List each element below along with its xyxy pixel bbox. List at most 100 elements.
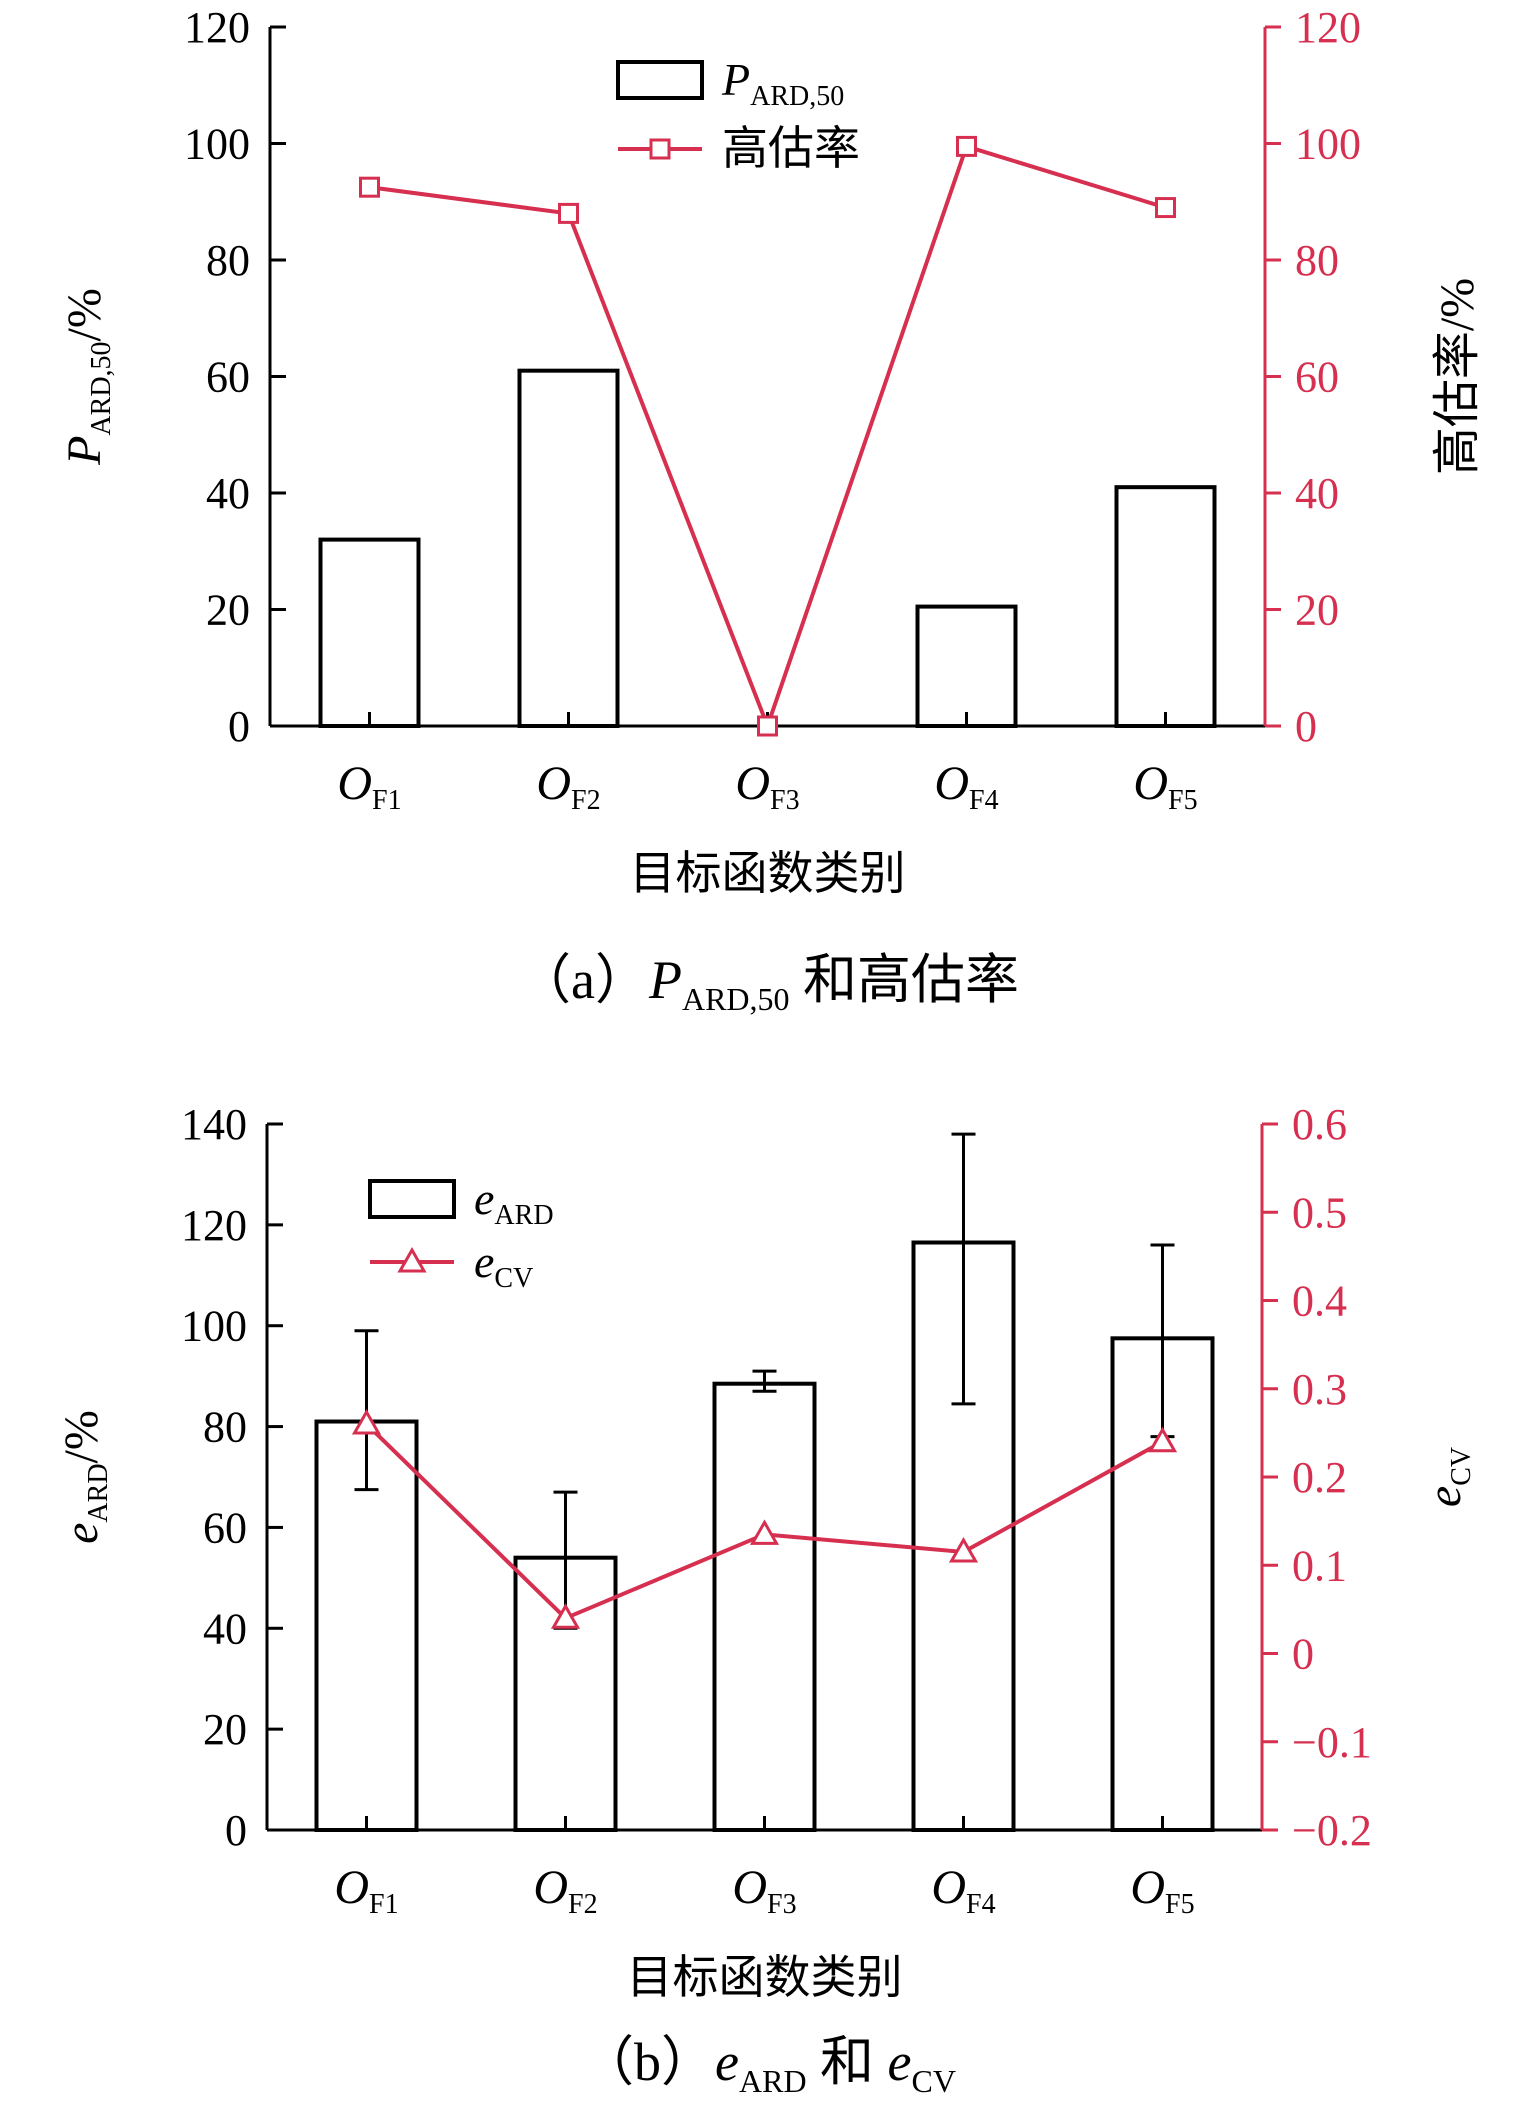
line-point	[948, 1536, 979, 1563]
category-label-main: O	[931, 1861, 966, 1914]
category-label-main: O	[1130, 1861, 1165, 1914]
legend-marker	[397, 1246, 427, 1273]
left-tick-label: 140	[181, 1100, 247, 1149]
right-tick-label: −0.1	[1292, 1718, 1372, 1767]
left-y-axis-title-suffix: /%	[58, 288, 111, 341]
left-y-axis-title-sub: ARD,50	[86, 341, 117, 435]
category-label-main: O	[934, 757, 969, 810]
category-label-sub: F2	[568, 1889, 598, 1920]
left-tick-label: 0	[228, 702, 250, 751]
category-label: OF2	[533, 1861, 597, 1920]
right-y-axis-title: 高估率/%	[1431, 278, 1484, 475]
legend-label: 高估率	[722, 123, 860, 174]
category-label-sub: F4	[966, 1889, 996, 1920]
line-point	[351, 1409, 382, 1435]
category-label: OF2	[536, 757, 600, 816]
left-tick-label: 40	[206, 469, 250, 518]
caption-b: （b）eARD 和 eCV	[580, 2032, 956, 2099]
right-y-axis-title-main: e	[1418, 1486, 1471, 1507]
category-label-main: O	[337, 757, 372, 810]
category-label: OF5	[1133, 757, 1197, 816]
left-y-axis-title-suffix: /%	[55, 1410, 108, 1463]
legend-label-main: e	[474, 1173, 494, 1224]
category-label-sub: F5	[1168, 785, 1198, 816]
left-tick-label: 60	[203, 1503, 247, 1552]
bar	[318, 537, 421, 728]
chart-b: 0 20 40 60 80 100 120 140 −0.2 −0.1 0 0.1 0.2 0.3 0.4 0…	[55, 1100, 1477, 2003]
right-tick-label: 0	[1295, 702, 1317, 751]
category-label-main: O	[536, 757, 571, 810]
left-y-axis-title: eARD/%	[55, 1410, 114, 1544]
bar	[517, 368, 620, 728]
right-tick-label: 100	[1295, 120, 1361, 169]
left-y-axis-title-main: P	[58, 436, 111, 466]
right-tick-label: 0.1	[1292, 1541, 1347, 1590]
category-label-main: O	[735, 757, 770, 810]
caption-a-sub: ARD,50	[682, 981, 790, 1017]
left-y-axis-title-main: e	[55, 1523, 108, 1544]
category-label: OF4	[931, 1861, 995, 1920]
right-tick-label: 120	[1295, 3, 1361, 52]
left-tick-label: 100	[181, 1302, 247, 1351]
left-tick-label: 80	[203, 1403, 247, 1452]
right-tick-label: 0.5	[1292, 1188, 1347, 1237]
category-label-sub: F1	[372, 785, 402, 816]
bar	[915, 604, 1018, 729]
right-y-axis-title: eCV	[1418, 1447, 1477, 1507]
right-tick-label: 0	[1292, 1630, 1314, 1679]
left-tick-label: 20	[203, 1705, 247, 1754]
bar	[712, 1381, 817, 1832]
category-label: OF4	[934, 757, 998, 816]
category-label-sub: F3	[767, 1889, 797, 1920]
legend-label-main: P	[721, 54, 750, 105]
left-tick-label: 80	[206, 236, 250, 285]
right-tick-label: −0.2	[1292, 1806, 1372, 1855]
category-label-sub: F5	[1165, 1889, 1195, 1920]
line-series	[369, 143, 1167, 732]
caption-a-prefix: （a）	[517, 950, 649, 1010]
left-y-axis-title-sub: ARD	[83, 1463, 114, 1522]
category-label: OF3	[735, 757, 799, 816]
right-y-axis-title-sub: CV	[1446, 1447, 1477, 1486]
category-label-main: O	[334, 1861, 369, 1914]
right-tick-label: 20	[1295, 586, 1339, 635]
caption-b-e1-main: e	[715, 2032, 739, 2092]
category-label-main: O	[732, 1861, 767, 1914]
category-label: OF5	[1130, 1861, 1194, 1920]
legend-label-sub: ARD	[494, 1200, 553, 1231]
legend-marker	[649, 138, 671, 160]
x-axis-title: 目标函数类别	[630, 848, 906, 899]
right-tick-label: 40	[1295, 469, 1339, 518]
category-label: OF1	[337, 757, 401, 816]
legend-label: eARD	[474, 1173, 554, 1231]
right-tick-label: 0.3	[1292, 1365, 1347, 1414]
caption-a-main: P	[648, 950, 682, 1010]
left-tick-label: 60	[206, 353, 250, 402]
line-point	[757, 715, 778, 737]
right-tick-label: 0.6	[1292, 1100, 1347, 1149]
legend-label-sub: ARD,50	[750, 81, 844, 112]
left-tick-label: 20	[206, 586, 250, 635]
caption-b-middle: 和	[807, 2032, 888, 2092]
left-tick-label: 0	[225, 1806, 247, 1855]
caption-b-e2-sub: CV	[912, 2063, 956, 2099]
left-tick-label: 100	[184, 120, 250, 169]
bar	[1114, 485, 1217, 728]
caption-b-prefix: （b）	[580, 2032, 715, 2092]
caption-a-suffix: 和高估率	[790, 950, 1020, 1010]
line-point	[1155, 197, 1176, 219]
legend-label-main: e	[474, 1236, 494, 1287]
category-label: OF1	[334, 1861, 398, 1920]
category-label-main: O	[1133, 757, 1168, 810]
line-point	[550, 1603, 581, 1629]
caption-b-e1-sub: ARD	[739, 2063, 807, 2099]
category-label: OF3	[732, 1861, 796, 1920]
caption-a: （a）PARD,50 和高估率	[517, 950, 1019, 1017]
category-label-sub: F1	[369, 1889, 399, 1920]
left-tick-label: 120	[181, 1201, 247, 1250]
left-y-axis-title: PARD,50/%	[58, 288, 117, 466]
legend-label: PARD,50	[721, 54, 844, 112]
